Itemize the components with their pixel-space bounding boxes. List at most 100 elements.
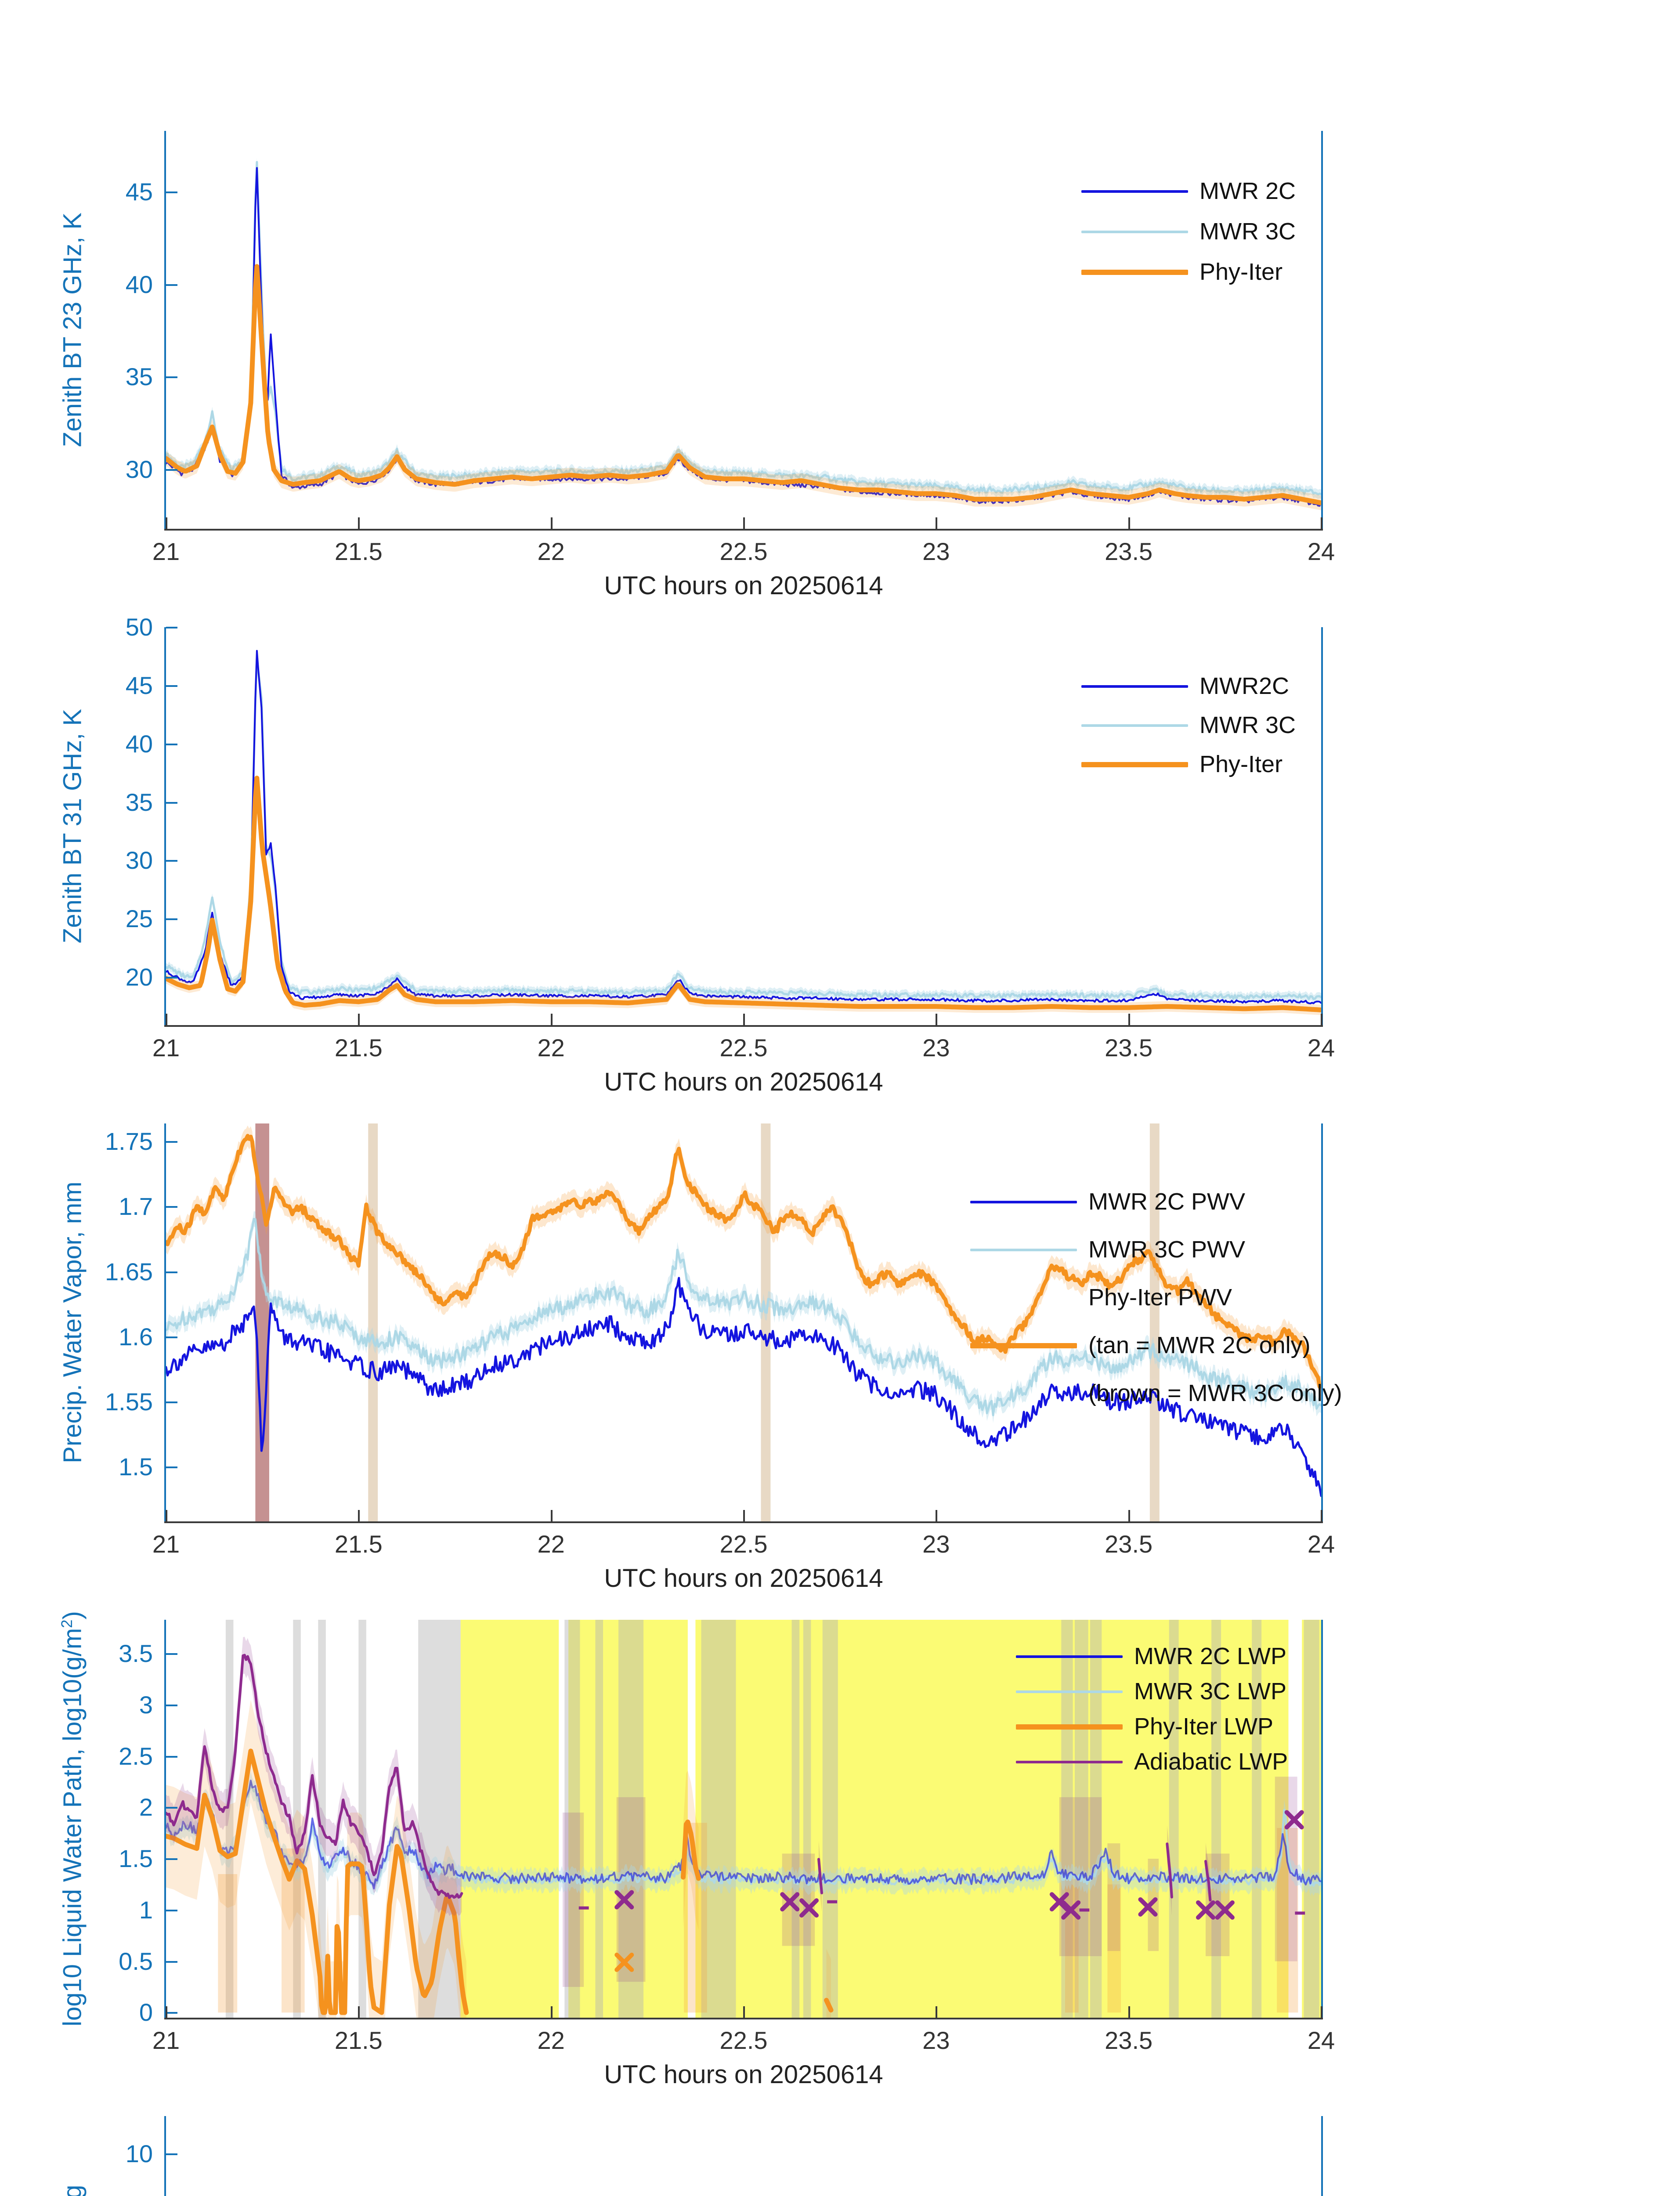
x-tick-label: 24 bbox=[1307, 1530, 1335, 1558]
x-tick bbox=[936, 517, 938, 529]
lwp-ylabel-sup: 2 bbox=[58, 1619, 76, 1628]
y-tick-label: 20 bbox=[125, 963, 153, 991]
y-axis-right bbox=[1321, 131, 1323, 530]
event-bar bbox=[255, 1123, 269, 1521]
y-tick-label: 10 bbox=[125, 2139, 153, 2167]
legend-row: MWR 2C bbox=[1081, 171, 1296, 212]
y-tick bbox=[166, 1271, 177, 1273]
legend-row: MWR 3C PWV bbox=[970, 1226, 1342, 1274]
y-tick bbox=[166, 1755, 177, 1758]
y-tick bbox=[166, 1961, 177, 1963]
y-tick-label: 1.75 bbox=[105, 1127, 153, 1156]
x-tick bbox=[166, 2006, 167, 2018]
y-tick bbox=[166, 627, 177, 628]
y-tick bbox=[166, 1653, 177, 1655]
legend-row: Adiabatic LWP bbox=[1016, 1745, 1288, 1780]
pwv-xlabel: UTC hours on 20250614 bbox=[604, 1564, 883, 1593]
x-tick bbox=[936, 2006, 938, 2018]
x-axis bbox=[164, 529, 1323, 531]
series-line bbox=[166, 776, 1321, 1012]
x-tick bbox=[743, 1510, 745, 1521]
x-tick bbox=[358, 1014, 360, 1025]
bt31-plot-area bbox=[166, 650, 1321, 1015]
legend-line-swatch bbox=[1081, 762, 1188, 767]
y-axis-left bbox=[164, 627, 166, 1026]
x-tick-label: 21 bbox=[152, 538, 180, 565]
y-tick bbox=[166, 1336, 177, 1338]
x-tick-label: 23 bbox=[922, 1530, 950, 1558]
y-tick-label: 40 bbox=[125, 730, 153, 758]
series-line bbox=[166, 1277, 1321, 1497]
x-tick-label: 23.5 bbox=[1105, 2026, 1153, 2054]
y-tick bbox=[166, 1401, 177, 1403]
y-axis-right bbox=[1321, 1123, 1323, 1522]
legend-label: Phy-Iter PWV bbox=[1088, 1284, 1232, 1311]
legend-line-swatch bbox=[1081, 270, 1188, 275]
legend-label: MWR 3C PWV bbox=[1088, 1236, 1245, 1263]
x-tick-label: 22.5 bbox=[719, 2026, 768, 2054]
series-line bbox=[817, 1858, 823, 1895]
x-tick-label: 21.5 bbox=[334, 2026, 383, 2054]
event-bar bbox=[368, 1123, 378, 1521]
y-tick-label: 30 bbox=[125, 455, 153, 484]
x-axis bbox=[164, 1025, 1323, 1027]
bt23-xlabel: UTC hours on 20250614 bbox=[604, 571, 883, 600]
y-tick bbox=[166, 191, 177, 194]
x-tick-label: 22 bbox=[537, 1530, 565, 1558]
x-tick-label: 22 bbox=[537, 1034, 565, 1062]
y-tick-label: 2 bbox=[139, 1793, 153, 1821]
y-axis-left bbox=[164, 2116, 166, 2196]
series-line bbox=[166, 657, 1321, 1000]
y-tick-label: 40 bbox=[125, 270, 153, 298]
x-tick bbox=[166, 517, 167, 529]
x-tick-label: 22.5 bbox=[719, 1530, 768, 1558]
y-tick bbox=[166, 376, 177, 379]
lwp-legend: MWR 2C LWP MWR 3C LWP Phy-Iter LWP Adiabati… bbox=[1016, 1639, 1288, 1780]
y-axis-left bbox=[164, 1620, 166, 2019]
legend-row: MWR 2C PWV bbox=[970, 1178, 1342, 1226]
y-tick bbox=[166, 1909, 177, 1911]
legend-label: MWR 3C bbox=[1199, 218, 1296, 245]
legend-row: MWR 3C bbox=[1081, 212, 1296, 252]
y-tick-label: 2.5 bbox=[119, 1742, 153, 1770]
legend-label: (tan = MWR 2C only) bbox=[1088, 1332, 1311, 1358]
y-tick-label: 1.7 bbox=[119, 1192, 153, 1221]
x-tick bbox=[1128, 1014, 1130, 1025]
dqflag-ylabel: MWR Phy Iter DQ Flag bbox=[58, 2185, 87, 2196]
legend-label: Phy-Iter bbox=[1199, 751, 1283, 777]
lwp-ylabel-post: ) bbox=[58, 1611, 87, 1620]
x-tick-label: 21.5 bbox=[334, 538, 383, 565]
series-line bbox=[166, 650, 1321, 1004]
x-tick bbox=[166, 1014, 167, 1025]
legend-line-swatch bbox=[1016, 1655, 1123, 1658]
legend-label: MWR2C bbox=[1199, 672, 1289, 699]
legend-label: MWR 3C LWP bbox=[1134, 1678, 1286, 1705]
x-tick bbox=[1321, 517, 1322, 529]
x-tick bbox=[1128, 1510, 1130, 1521]
y-axis-left bbox=[164, 131, 166, 530]
y-tick-label: 35 bbox=[125, 788, 153, 816]
y-tick-label: 3.5 bbox=[119, 1640, 153, 1668]
x-tick-label: 24 bbox=[1307, 538, 1335, 565]
y-tick-label: 1 bbox=[139, 1896, 153, 1924]
legend-line-swatch bbox=[1016, 1761, 1123, 1763]
x-tick bbox=[358, 1510, 360, 1521]
series-line bbox=[166, 1748, 469, 2015]
y-tick-label: 45 bbox=[125, 671, 153, 699]
y-tick bbox=[166, 284, 177, 286]
x-tick-label: 21.5 bbox=[334, 1530, 383, 1558]
legend-line-swatch bbox=[970, 1248, 1077, 1251]
legend-line-swatch bbox=[1081, 685, 1188, 688]
dqflag-plot-area bbox=[166, 2116, 1321, 2196]
legend-label: MWR 2C LWP bbox=[1134, 1643, 1286, 1670]
x-tick bbox=[358, 2006, 360, 2018]
series-line bbox=[166, 1654, 463, 1899]
series-line bbox=[166, 1217, 1321, 1416]
series-line bbox=[166, 167, 1321, 507]
x-tick bbox=[1128, 517, 1130, 529]
bt23-plot-area bbox=[166, 157, 1321, 510]
y-tick-label: 30 bbox=[125, 846, 153, 874]
y-tick bbox=[166, 1206, 177, 1208]
x-tick-label: 22 bbox=[537, 538, 565, 565]
y-tick-label: 1.6 bbox=[119, 1322, 153, 1351]
